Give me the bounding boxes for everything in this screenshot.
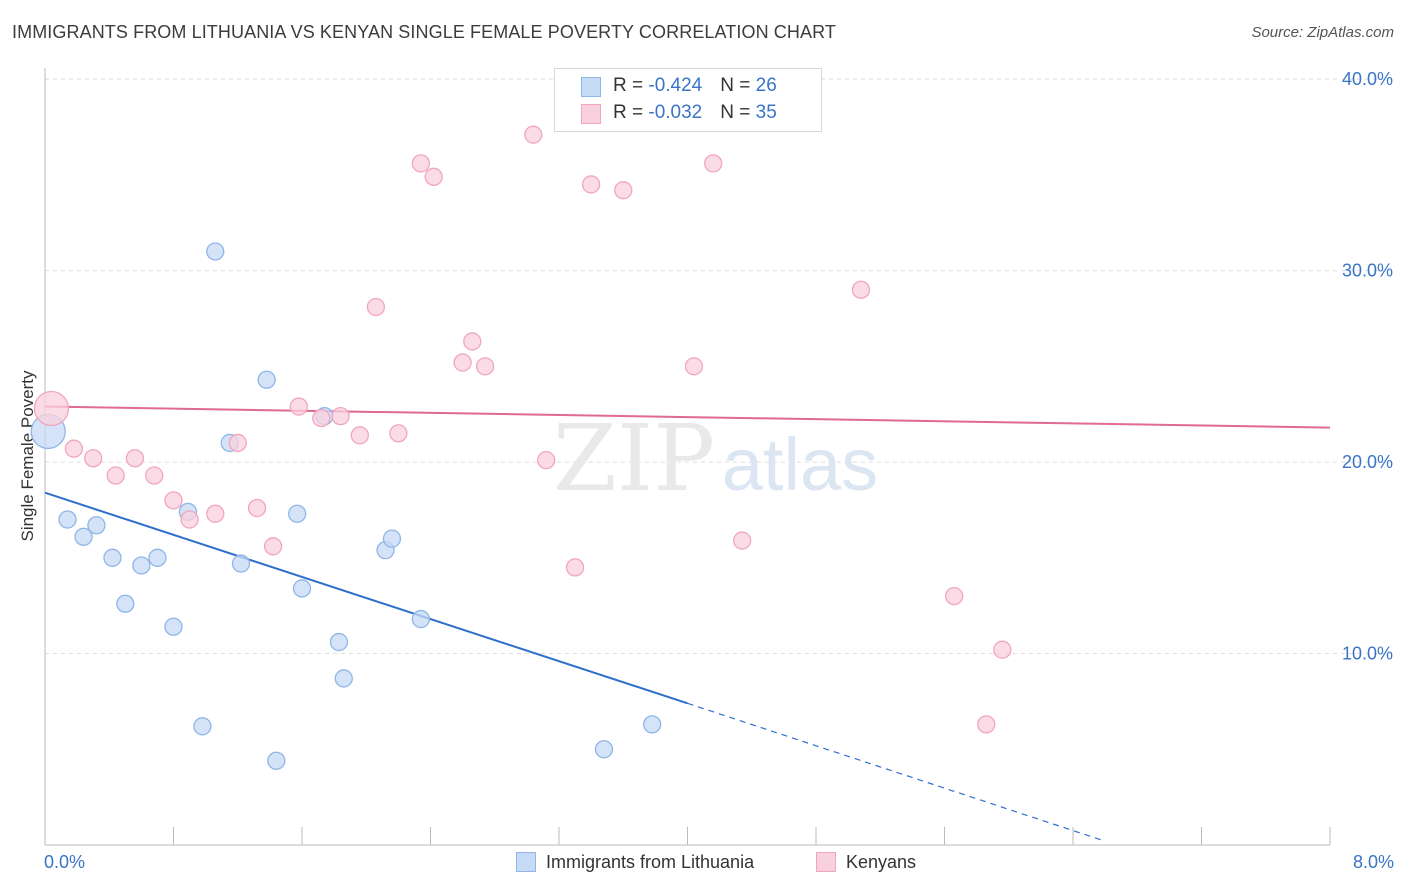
- r-label: R =: [613, 102, 649, 123]
- r-value-kenyans: -0.032: [648, 102, 703, 123]
- legend-swatch-lithuania-bottom: [516, 852, 536, 872]
- point-series0-1: [58, 510, 77, 529]
- chart-title: IMMIGRANTS FROM LITHUANIA VS KENYAN SING…: [12, 22, 836, 42]
- legend-label-kenyans: Kenyans: [846, 852, 917, 872]
- n-label: N =: [720, 75, 756, 96]
- correlation-legend: R = -0.424 N = 26 R = -0.032 N = 35: [554, 68, 822, 132]
- trend-lines: [44, 405, 1331, 842]
- legend-item-kenyans: Kenyans: [816, 852, 916, 873]
- trend-line-0: [44, 491, 688, 705]
- point-series1-5: [145, 466, 164, 485]
- trend-line-extension-0: [687, 702, 1106, 842]
- point-series1-28: [684, 357, 704, 376]
- source-label: Source: ZipAtlas.com: [1251, 24, 1394, 41]
- point-series0-3: [87, 516, 106, 535]
- trend-line-1: [44, 405, 1331, 429]
- point-series1-27: [614, 181, 633, 200]
- point-series1-30: [732, 531, 752, 550]
- point-series0-23: [411, 609, 431, 629]
- point-series1-17: [389, 424, 408, 443]
- point-series0-6: [132, 556, 151, 575]
- point-series1-13: [312, 408, 331, 428]
- point-series0-2: [74, 527, 93, 546]
- point-series1-25: [565, 558, 585, 577]
- n-value-kenyans: 35: [755, 102, 777, 123]
- point-series0-25: [643, 715, 662, 734]
- watermark-atlas: atlas: [722, 423, 878, 506]
- point-series0-5: [116, 594, 135, 613]
- point-series1-0: [33, 390, 70, 427]
- point-series0-8: [164, 617, 183, 636]
- n-value-lithuania: 26: [755, 75, 777, 96]
- data-points: [30, 125, 1012, 770]
- y-tick-labels: 10.0% 20.0% 30.0% 40.0%: [1342, 69, 1393, 663]
- point-series1-1: [64, 439, 84, 458]
- point-series1-21: [463, 332, 482, 351]
- point-series1-34: [993, 640, 1012, 659]
- point-series1-14: [331, 406, 350, 426]
- point-series1-22: [475, 357, 495, 376]
- point-series1-12: [289, 397, 308, 416]
- point-series0-10: [193, 717, 212, 736]
- point-series1-20: [453, 353, 472, 372]
- legend-item-lithuania: Immigrants from Lithuania: [516, 852, 754, 873]
- r-label: R =: [613, 75, 649, 96]
- point-series1-26: [581, 175, 601, 194]
- legend-swatch-kenyans-bottom: [816, 852, 836, 872]
- point-series1-24: [537, 451, 556, 470]
- point-series1-31: [851, 280, 871, 299]
- n-label: N =: [720, 102, 756, 123]
- y-tick-label-1: 20.0%: [1342, 452, 1393, 472]
- legend-swatch-lithuania: [581, 77, 601, 97]
- y-tick-label-3: 40.0%: [1342, 69, 1393, 89]
- point-series0-16: [288, 504, 307, 523]
- point-series0-19: [329, 632, 349, 652]
- y-tick-label-0: 10.0%: [1342, 644, 1393, 664]
- point-series0-24: [594, 740, 614, 759]
- point-series0-7: [148, 548, 167, 567]
- point-series0-22: [382, 529, 402, 548]
- point-series0-4: [103, 548, 122, 567]
- point-series1-32: [944, 586, 964, 606]
- point-series1-16: [366, 297, 386, 317]
- point-series0-17: [292, 579, 312, 598]
- point-series0-20: [334, 669, 353, 688]
- point-series1-18: [411, 154, 431, 173]
- point-series1-11: [263, 537, 283, 556]
- point-series1-23: [524, 125, 543, 144]
- point-series0-14: [257, 370, 276, 389]
- legend-swatch-kenyans: [581, 104, 601, 124]
- point-series0-13: [231, 554, 251, 573]
- point-series1-33: [977, 715, 996, 734]
- watermark-zip: ZIP: [553, 405, 715, 512]
- y-tick-label-2: 30.0%: [1342, 261, 1393, 281]
- point-series1-8: [206, 504, 225, 523]
- point-series1-29: [704, 154, 723, 173]
- point-series1-4: [125, 449, 145, 468]
- point-series1-9: [228, 433, 247, 453]
- point-series1-10: [247, 498, 267, 518]
- x-axis-max-label: 8.0%: [1352, 852, 1394, 872]
- axes: [44, 68, 1331, 846]
- r-value-lithuania: -0.424: [648, 75, 703, 96]
- point-series1-3: [106, 466, 125, 485]
- point-series1-7: [180, 510, 199, 529]
- point-series0-15: [267, 751, 286, 770]
- point-series1-6: [164, 491, 183, 510]
- point-series1-19: [424, 167, 443, 186]
- point-series0-11: [206, 242, 225, 261]
- point-series1-2: [84, 449, 103, 468]
- point-series1-15: [350, 426, 369, 445]
- x-axis-min-label: 0.0%: [44, 852, 86, 872]
- legend-label-lithuania: Immigrants from Lithuania: [546, 852, 755, 872]
